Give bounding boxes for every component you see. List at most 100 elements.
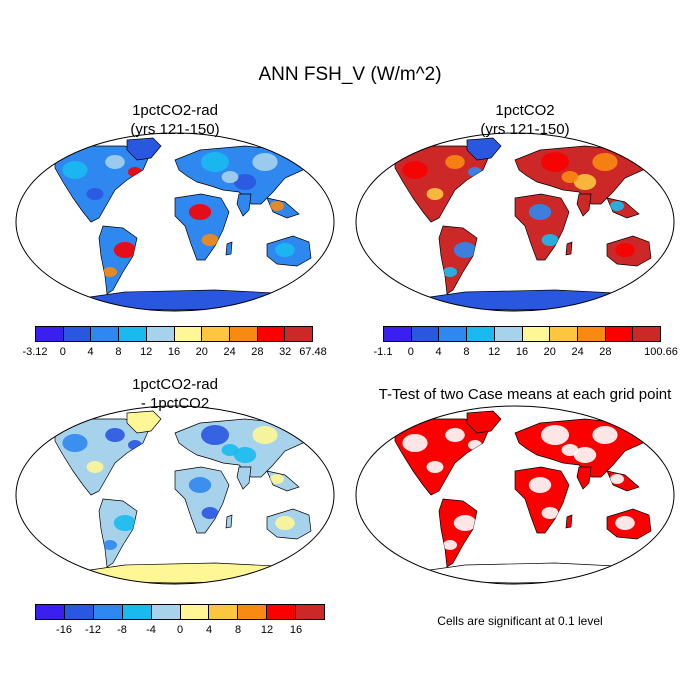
continent-africa bbox=[174, 193, 230, 261]
colorbar-tick-label: 16 bbox=[289, 624, 303, 636]
colorbar-tick-label: 8 bbox=[234, 624, 242, 636]
colorbar-swatch bbox=[411, 327, 440, 341]
colorbar-tick-label: 12 bbox=[488, 346, 501, 358]
colorbar-swatch bbox=[439, 327, 468, 341]
panel1-colorbar bbox=[35, 326, 313, 342]
continent-greenland bbox=[126, 410, 162, 434]
continent-india bbox=[576, 193, 592, 217]
continent-greenland bbox=[466, 410, 502, 434]
colorbar-tick-label: 20 bbox=[195, 346, 208, 358]
colorbar-swatch bbox=[122, 605, 152, 619]
colorbar-tick-label: -8 bbox=[117, 624, 127, 636]
continent-africa bbox=[514, 466, 570, 534]
colorbar-tick-label: 4 bbox=[205, 624, 213, 636]
colorbar-swatch bbox=[151, 605, 181, 619]
panel4-title-line1: T-Test of two Case means at each grid po… bbox=[378, 386, 672, 403]
colorbar-swatch bbox=[174, 327, 203, 341]
colorbar-swatch bbox=[494, 327, 523, 341]
colorbar-tick-label: 8 bbox=[463, 346, 470, 358]
panel4-title: T-Test of two Case means at each grid po… bbox=[355, 385, 695, 404]
panel2-colorbar-labels: -1.1 0 4 8 12 16 20 24 28 100.66 bbox=[374, 346, 678, 360]
colorbar-tick-label: -16 bbox=[56, 624, 72, 636]
colorbar-swatch bbox=[577, 327, 606, 341]
continent-india bbox=[236, 466, 252, 490]
colorbar-tick-label: -3.12 bbox=[22, 346, 48, 358]
colorbar-swatch bbox=[64, 605, 94, 619]
colorbar-swatch bbox=[146, 327, 175, 341]
colorbar-tick-label: 12 bbox=[260, 624, 274, 636]
continent-nz bbox=[316, 259, 324, 275]
colorbar-swatch bbox=[267, 605, 297, 619]
colorbar-tick-label: -4 bbox=[146, 624, 156, 636]
continent-southAmerica bbox=[438, 225, 478, 295]
colorbar-swatch bbox=[384, 327, 412, 341]
colorbar-tick-label: 28 bbox=[599, 346, 612, 358]
continent-antarctica bbox=[394, 289, 657, 311]
continent-madagascar bbox=[565, 241, 573, 256]
colorbar-tick-label: 100.66 bbox=[644, 346, 678, 358]
panel3-map bbox=[15, 405, 335, 585]
continent-antarctica bbox=[394, 562, 657, 584]
colorbar-swatch bbox=[238, 605, 268, 619]
continent-antarctica bbox=[54, 562, 317, 584]
figure-title: ANN FSH_V (W/m^2) bbox=[258, 64, 442, 85]
continent-nz bbox=[656, 532, 664, 548]
colorbar-swatch bbox=[522, 327, 551, 341]
continent-madagascar bbox=[225, 514, 233, 529]
continent-india bbox=[576, 466, 592, 490]
panel2-title-line1: 1pctCO2 bbox=[495, 102, 555, 119]
colorbar-swatch bbox=[180, 605, 210, 619]
colorbar-swatch bbox=[633, 327, 661, 341]
colorbar-swatch bbox=[36, 327, 64, 341]
panel1-map bbox=[15, 132, 335, 312]
continent-india bbox=[236, 193, 252, 217]
colorbar-tick-label: 4 bbox=[435, 346, 442, 358]
continent-southAmerica bbox=[98, 498, 138, 568]
colorbar-tick-label: 24 bbox=[571, 346, 584, 358]
colorbar-tick-label: -12 bbox=[85, 624, 101, 636]
panel4-map bbox=[355, 405, 675, 585]
colorbar-tick-label: 16 bbox=[515, 346, 529, 358]
continent-madagascar bbox=[565, 514, 573, 529]
panel3-colorbar bbox=[35, 604, 325, 620]
panel3-title-line1: 1pctCO2-rad bbox=[132, 376, 218, 393]
colorbar-tick-label: 0 bbox=[407, 346, 414, 358]
colorbar-tick-label: 8 bbox=[115, 346, 122, 358]
colorbar-tick-label: 12 bbox=[140, 346, 153, 358]
colorbar-swatch bbox=[550, 327, 578, 341]
colorbar-swatch bbox=[91, 327, 120, 341]
panel3-colorbar-labels: -16 -12 -8 -4 0 4 8 12 16 bbox=[35, 624, 325, 638]
colorbar-swatch bbox=[36, 605, 65, 619]
colorbar-tick-label: -1.1 bbox=[373, 346, 393, 358]
colorbar-swatch bbox=[296, 605, 325, 619]
panel3-title-line2: - 1pctCO2 bbox=[140, 395, 210, 412]
continent-nz bbox=[656, 259, 664, 275]
colorbar-tick-label: 0 bbox=[176, 624, 184, 636]
panel1-title-line1: 1pctCO2-rad bbox=[132, 102, 218, 119]
continent-africa bbox=[514, 193, 570, 261]
continent-greenland bbox=[126, 137, 162, 161]
colorbar-swatch bbox=[63, 327, 92, 341]
colorbar-tick-label: 0 bbox=[59, 346, 66, 358]
panel2-map bbox=[355, 132, 675, 312]
continent-antarctica bbox=[54, 289, 317, 311]
colorbar-tick-label: 28 bbox=[251, 346, 264, 358]
continent-nz bbox=[316, 532, 324, 548]
continent-southAmerica bbox=[98, 225, 138, 295]
colorbar-tick-label: 32 bbox=[279, 346, 292, 358]
colorbar-swatch bbox=[93, 605, 123, 619]
colorbar-swatch bbox=[605, 327, 634, 341]
continent-greenland bbox=[466, 137, 502, 161]
colorbar-swatch bbox=[467, 327, 495, 341]
colorbar-swatch bbox=[119, 327, 147, 341]
significance-note: Cells are significant at 0.1 level bbox=[437, 614, 603, 628]
colorbar-tick-label: 4 bbox=[87, 346, 94, 358]
panel2-colorbar bbox=[383, 326, 661, 342]
colorbar-swatch bbox=[285, 327, 313, 341]
colorbar-tick-label: 16 bbox=[167, 346, 181, 358]
continent-madagascar bbox=[225, 241, 233, 256]
colorbar-tick-label: 67.48 bbox=[299, 346, 327, 358]
colorbar-swatch bbox=[257, 327, 286, 341]
colorbar-tick-label: 24 bbox=[223, 346, 236, 358]
panel3-title: 1pctCO2-rad - 1pctCO2 bbox=[15, 375, 335, 413]
